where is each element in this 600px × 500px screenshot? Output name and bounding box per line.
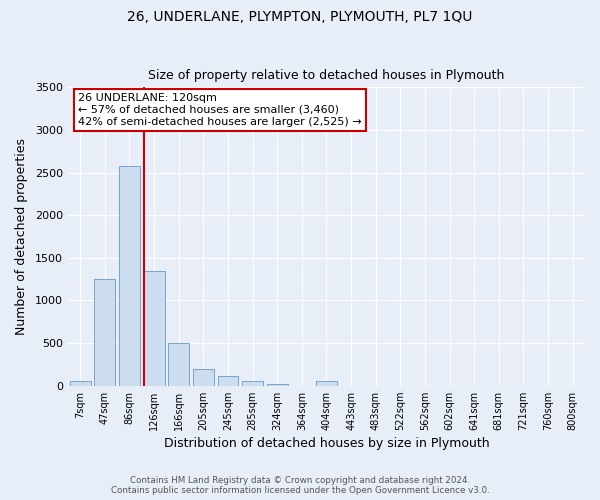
Bar [143,270,164,386]
Bar [193,368,214,386]
Bar [267,384,287,386]
Bar [218,376,238,386]
Bar [168,343,189,386]
Bar [70,381,91,386]
Y-axis label: Number of detached properties: Number of detached properties [15,138,28,335]
Bar [316,382,337,386]
Bar [242,381,263,386]
Bar [119,166,140,386]
Text: 26, UNDERLANE, PLYMPTON, PLYMOUTH, PL7 1QU: 26, UNDERLANE, PLYMPTON, PLYMOUTH, PL7 1… [127,10,473,24]
Text: Contains HM Land Registry data © Crown copyright and database right 2024.
Contai: Contains HM Land Registry data © Crown c… [110,476,490,495]
Text: 26 UNDERLANE: 120sqm
← 57% of detached houses are smaller (3,460)
42% of semi-de: 26 UNDERLANE: 120sqm ← 57% of detached h… [78,94,362,126]
X-axis label: Distribution of detached houses by size in Plymouth: Distribution of detached houses by size … [164,437,489,450]
Title: Size of property relative to detached houses in Plymouth: Size of property relative to detached ho… [148,69,505,82]
Bar [94,279,115,386]
